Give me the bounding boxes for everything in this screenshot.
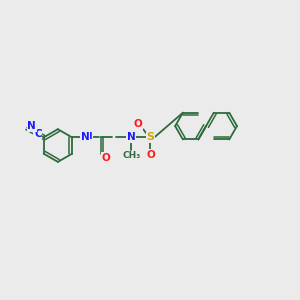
Text: O: O bbox=[101, 153, 110, 163]
Text: O: O bbox=[134, 119, 142, 129]
Text: CH₃: CH₃ bbox=[122, 151, 140, 160]
Text: C: C bbox=[34, 129, 42, 139]
Text: O: O bbox=[146, 150, 155, 160]
Text: N: N bbox=[28, 121, 36, 131]
Text: N: N bbox=[127, 132, 136, 142]
Text: H: H bbox=[85, 132, 92, 141]
Text: S: S bbox=[146, 132, 154, 142]
Text: N: N bbox=[81, 132, 89, 142]
